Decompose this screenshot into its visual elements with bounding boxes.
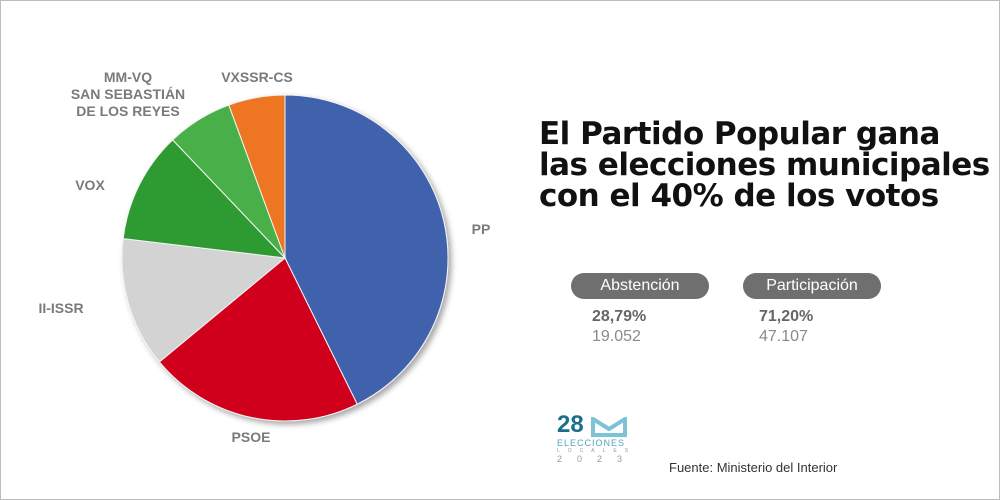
source-note: Fuente: Ministerio del Interior [669, 460, 838, 475]
abstention-percent: 28,79% [592, 308, 647, 325]
participation-count: 47.107 [759, 328, 808, 345]
slice-label-line: PSOE [231, 429, 271, 445]
headline-line: las elecciones municipales [539, 147, 990, 183]
slice-label: PP [472, 221, 491, 238]
pie-slice-ii-issr [121, 238, 287, 363]
slice-label-line: VXSSR-CS [221, 69, 293, 85]
pie-slice-pp [284, 94, 449, 405]
slice-label-line: DE LOS REYES [76, 103, 180, 119]
participation-percent: 71,20% [759, 308, 814, 325]
slice-label-line: MM-VQ [103, 69, 153, 85]
slice-label: PSOE [232, 429, 271, 446]
participation-badge: Participación [743, 273, 881, 299]
pie-slice-vxssr-cs [228, 94, 286, 259]
logo-number: 28 [557, 411, 584, 438]
logo-line2: LOCALES [557, 448, 637, 454]
logo-year: 2023 [557, 454, 638, 464]
slice-label: VOX [75, 177, 105, 194]
slice-label: MM-VQ SAN SEBASTIÁN DE LOS REYES [71, 69, 185, 120]
abstention-count: 19.052 [592, 328, 641, 345]
pie-slice-vox [122, 139, 287, 259]
slice-label-line: SAN SEBASTIÁN [70, 86, 186, 102]
envelope-icon [591, 417, 627, 437]
headline-line: El Partido Popular gana [539, 116, 940, 152]
elections-logo: 28 ELECCIONES LOCALES 2023 [557, 413, 637, 473]
slice-label-line: II-ISSR [38, 300, 84, 316]
slice-label-line: PP [471, 221, 491, 237]
headline: El Partido Popular gana las elecciones m… [539, 119, 990, 212]
slice-label-line: VOX [75, 177, 105, 193]
headline-line: con el 40% de los votos [539, 178, 939, 214]
abstention-badge: Abstención [571, 273, 709, 299]
slice-label: II-ISSR [38, 300, 83, 317]
slice-label: VXSSR-CS [221, 69, 293, 86]
pie-slice-psoe [158, 257, 358, 422]
logo-line1: ELECCIONES [557, 438, 626, 448]
